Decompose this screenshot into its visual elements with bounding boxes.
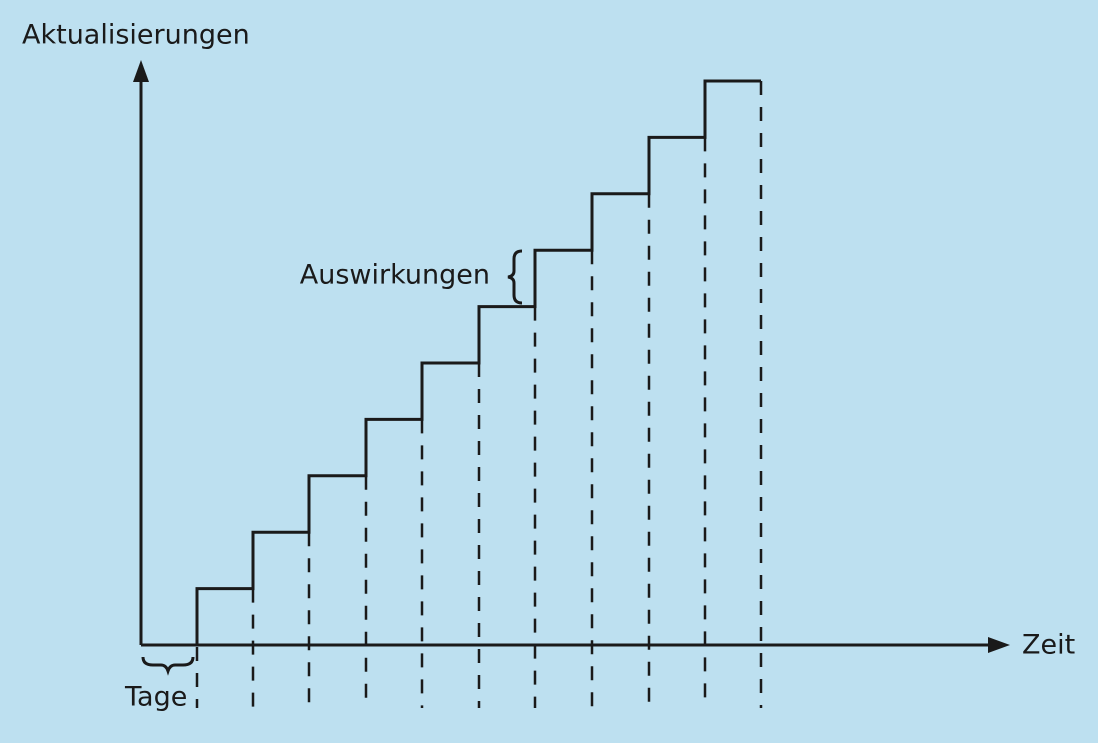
y-axis-label: Aktualisierungen: [22, 20, 250, 51]
x-axis-label: Zeit: [1022, 630, 1075, 661]
interval-label: Tage: [124, 682, 187, 713]
impact-brace: [507, 249, 523, 305]
x-axis-arrow: [988, 637, 1010, 653]
interval-brace: [141, 656, 195, 676]
y-axis-arrow: [133, 60, 149, 82]
staircase: [141, 79, 761, 647]
annotation: Auswirkungen: [300, 260, 490, 291]
